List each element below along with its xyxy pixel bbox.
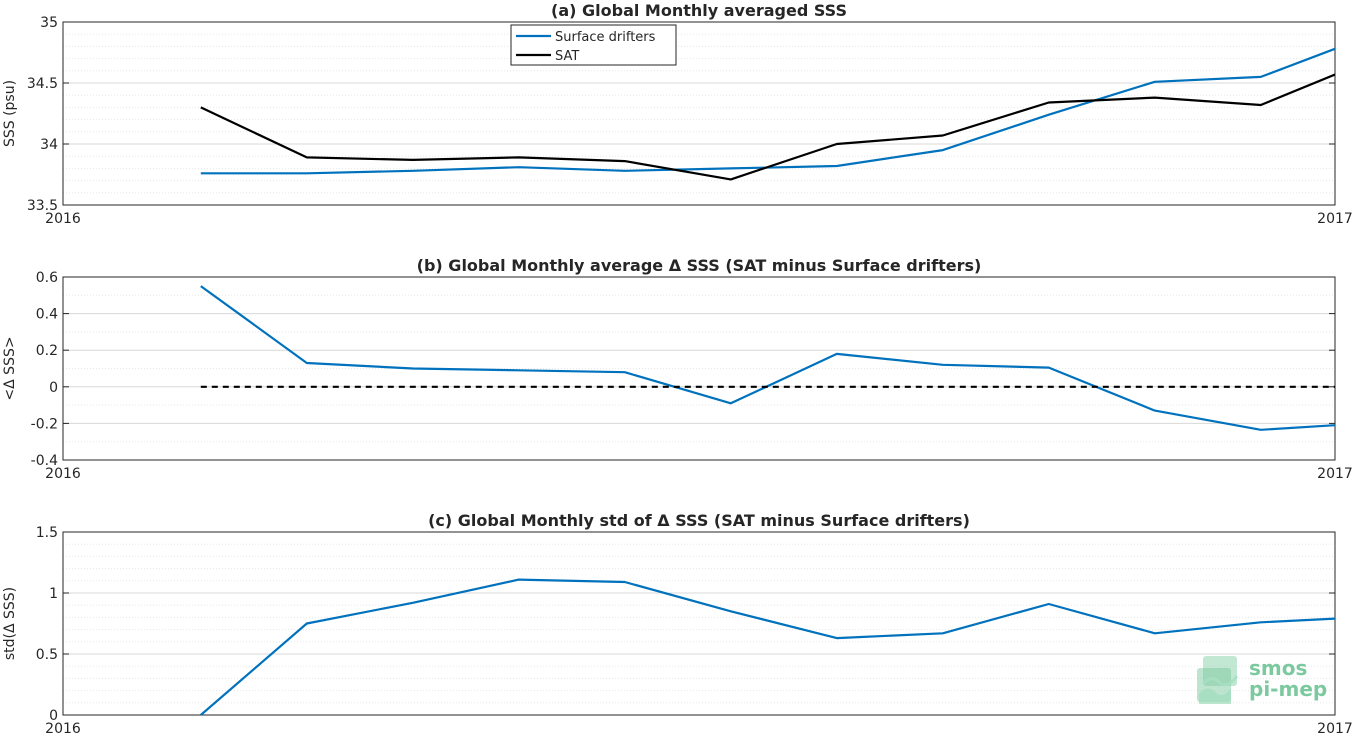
- waves-logo-icon: [1197, 656, 1239, 704]
- legend: Surface drifters SAT: [510, 24, 677, 66]
- y-tick-label: 35: [40, 15, 58, 31]
- x-tick-label: 2016: [45, 721, 81, 737]
- axes-box: [62, 531, 1336, 716]
- x-tick-label: 2017: [1317, 466, 1353, 482]
- axes-box: [62, 276, 1336, 461]
- y-tick-label: 0.6: [36, 270, 58, 286]
- legend-label: SAT: [555, 49, 579, 64]
- y-axis-label: std(Δ SSS): [2, 587, 18, 660]
- y-tick-label: 0.2: [36, 343, 58, 359]
- series-line-surface-drifters: [200, 47, 1335, 175]
- panel-c: 0 0.5 1 1.5 2016 2017 (c) Global Monthly std o…: [2, 511, 1353, 737]
- chart-title: (b) Global Monthly average Δ SSS (SAT mi…: [417, 256, 982, 275]
- y-tick-label: -0.2: [31, 416, 58, 432]
- chart-title: (a) Global Monthly averaged SSS: [551, 1, 847, 20]
- y-axis-label: <Δ SSS>: [2, 336, 18, 400]
- y-tick-label: 0.4: [36, 307, 58, 323]
- x-tick-label: 2016: [45, 211, 81, 227]
- x-tick-label: 2017: [1317, 721, 1353, 737]
- y-tick-label: 1.5: [36, 525, 58, 541]
- series-line-delta-sss: [200, 285, 1335, 431]
- series-line-sat: [200, 73, 1335, 181]
- y-axis-label: SSS (psu): [2, 80, 18, 147]
- y-tick-label: 1: [49, 586, 58, 602]
- y-tick-label: -0.4: [31, 453, 58, 469]
- logo-text-line2: pi-mep: [1249, 677, 1328, 701]
- x-tick-label: 2016: [45, 466, 81, 482]
- legend-label: Surface drifters: [555, 30, 656, 45]
- y-tick-label: 33.5: [27, 198, 58, 214]
- y-tick-label: 0: [49, 380, 58, 396]
- x-tick-label: 2017: [1317, 211, 1353, 227]
- panel-a: 33.5 34 34.5 35 2016 2017 (a) Global Monthly a…: [2, 1, 1353, 227]
- smos-pimep-logo: smos pi-mep: [1195, 654, 1335, 710]
- y-tick-label: 0.5: [36, 647, 58, 663]
- panel-b: -0.4 -0.2 0 0.2 0.4 0.6 2016 2017 (b) Global Mon…: [2, 256, 1353, 482]
- y-tick-label: 34.5: [27, 76, 58, 92]
- axes-box: [62, 21, 1336, 206]
- y-tick-label: 34: [40, 137, 58, 153]
- logo-text-line1: smos: [1249, 656, 1308, 680]
- legend-box: [510, 24, 677, 66]
- series-line-delta-sss: [200, 578, 1335, 715]
- y-tick-label: 0: [49, 708, 58, 724]
- chart-title: (c) Global Monthly std of Δ SSS (SAT min…: [428, 511, 970, 530]
